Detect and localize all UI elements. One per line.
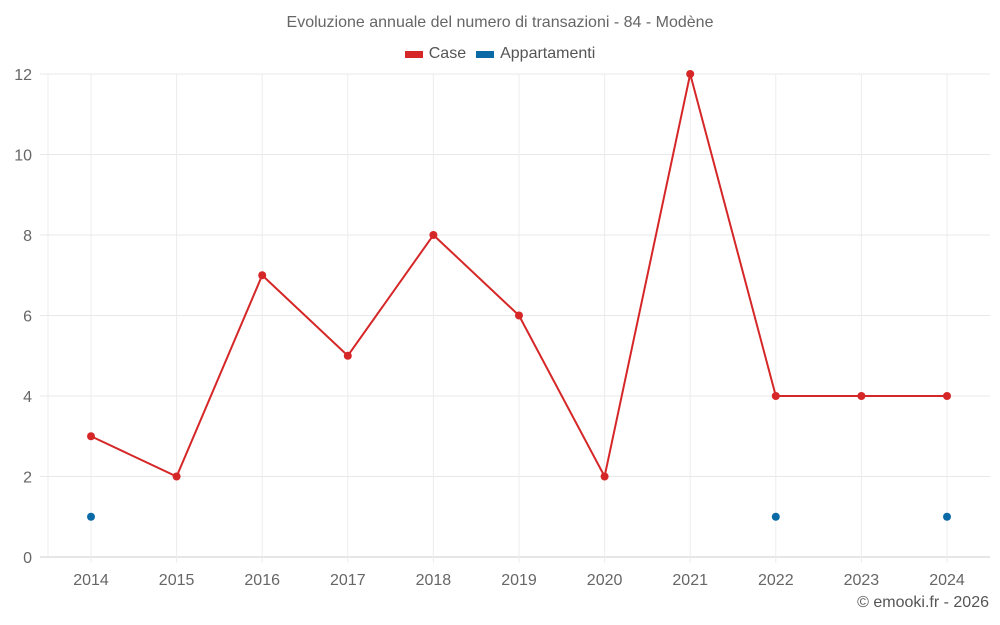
- y-tick-label: 10: [14, 148, 32, 165]
- x-tick-label: 2015: [159, 572, 195, 589]
- data-point[interactable]: [515, 311, 523, 320]
- y-tick-label: 12: [14, 67, 32, 84]
- data-point[interactable]: [343, 351, 352, 360]
- data-point[interactable]: [943, 392, 951, 400]
- data-point[interactable]: [87, 512, 95, 521]
- data-point[interactable]: [258, 271, 267, 280]
- data-point[interactable]: [771, 512, 780, 521]
- y-tick-label: 2: [23, 470, 32, 487]
- data-point[interactable]: [943, 512, 951, 521]
- legend-label-case: Case: [428, 45, 467, 62]
- x-tick-label: 2020: [587, 572, 623, 589]
- legend-item-appartamenti[interactable]: Appartamenti: [476, 45, 595, 63]
- y-tick-label: 6: [23, 309, 32, 326]
- x-tick-label: 2024: [929, 572, 965, 589]
- data-point[interactable]: [771, 392, 780, 400]
- x-tick-label: 2017: [330, 572, 366, 589]
- y-tick-label: 4: [23, 389, 32, 406]
- data-point[interactable]: [429, 231, 438, 239]
- data-point[interactable]: [857, 392, 866, 400]
- x-tick-label: 2023: [844, 572, 880, 589]
- data-point[interactable]: [600, 472, 609, 481]
- x-tick-label: 2018: [416, 572, 452, 589]
- x-tick-label: 2022: [758, 572, 794, 589]
- chart-title: Evoluzione annuale del numero di transaz…: [286, 14, 714, 31]
- x-tick-label: 2014: [73, 572, 109, 589]
- case-swatch-icon: [404, 50, 423, 58]
- data-point[interactable]: [686, 70, 695, 78]
- appartamenti-swatch-icon: [476, 50, 495, 58]
- credit: © emooki.fr - 2026: [857, 594, 989, 611]
- data-point[interactable]: [87, 432, 95, 441]
- legend: Case Appartamenti: [0, 45, 1000, 63]
- legend-label-appartamenti: Appartamenti: [500, 45, 596, 62]
- x-tick-label: 2019: [501, 572, 537, 589]
- y-tick-label: 8: [23, 228, 32, 245]
- y-tick-label: 0: [23, 550, 32, 567]
- legend-item-case[interactable]: Case: [404, 45, 467, 63]
- x-tick-label: 2021: [672, 572, 708, 589]
- data-point[interactable]: [172, 472, 181, 481]
- x-tick-label: 2016: [244, 572, 280, 589]
